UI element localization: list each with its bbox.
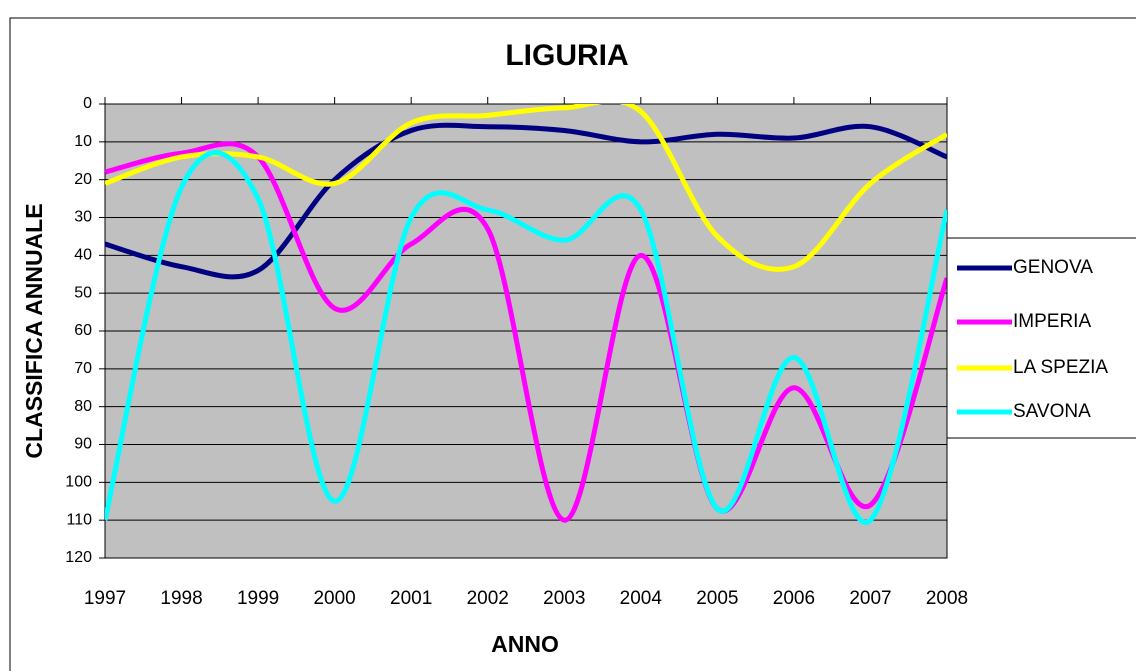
y-tick-label: 30 — [74, 209, 92, 226]
legend-label: IMPERIA — [1013, 311, 1091, 332]
y-tick-label: 20 — [74, 171, 92, 188]
series-line — [105, 104, 947, 272]
y-tick-label: 50 — [74, 284, 92, 301]
y-tick-label: 110 — [66, 511, 92, 528]
x-axis-label: ANNO — [491, 631, 559, 657]
series-line — [105, 141, 947, 523]
y-tick-label: 100 — [65, 474, 92, 491]
y-axis-label: CLASSIFICA ANNUALE — [21, 203, 47, 458]
x-tick-label: 2000 — [313, 588, 355, 609]
x-tick-label: 1999 — [237, 588, 279, 609]
y-tick-label: 0 — [83, 95, 92, 112]
legend-box — [946, 237, 1136, 439]
x-tick-label: 1997 — [84, 588, 126, 609]
y-tick-label: 40 — [74, 247, 92, 264]
legend-label: GENOVA — [1013, 257, 1093, 278]
x-tick-label: 2005 — [696, 588, 738, 609]
chart-title: LIGURIA — [505, 39, 628, 72]
y-tick-label: 120 — [65, 549, 92, 566]
legend-label: SAVONA — [1013, 401, 1091, 422]
x-tick-label: 2001 — [390, 588, 432, 609]
x-tick-label: 2002 — [467, 588, 509, 609]
x-tick-label: 2006 — [773, 588, 815, 609]
x-tick-label: 2008 — [926, 588, 968, 609]
series-line — [105, 150, 947, 525]
x-tick-label: 2004 — [620, 588, 663, 609]
y-tick-label: 90 — [74, 436, 92, 453]
x-tick-label: 2007 — [849, 588, 891, 609]
y-tick-label: 70 — [74, 360, 92, 377]
x-tick-label: 1998 — [160, 588, 202, 609]
y-tick-label: 60 — [74, 322, 92, 339]
y-tick-label: 80 — [74, 398, 92, 415]
x-tick-label: 2003 — [543, 588, 585, 609]
series-line — [105, 122, 947, 280]
y-tick-label: 10 — [74, 133, 92, 150]
legend-label: LA SPEZIA — [1013, 357, 1108, 378]
